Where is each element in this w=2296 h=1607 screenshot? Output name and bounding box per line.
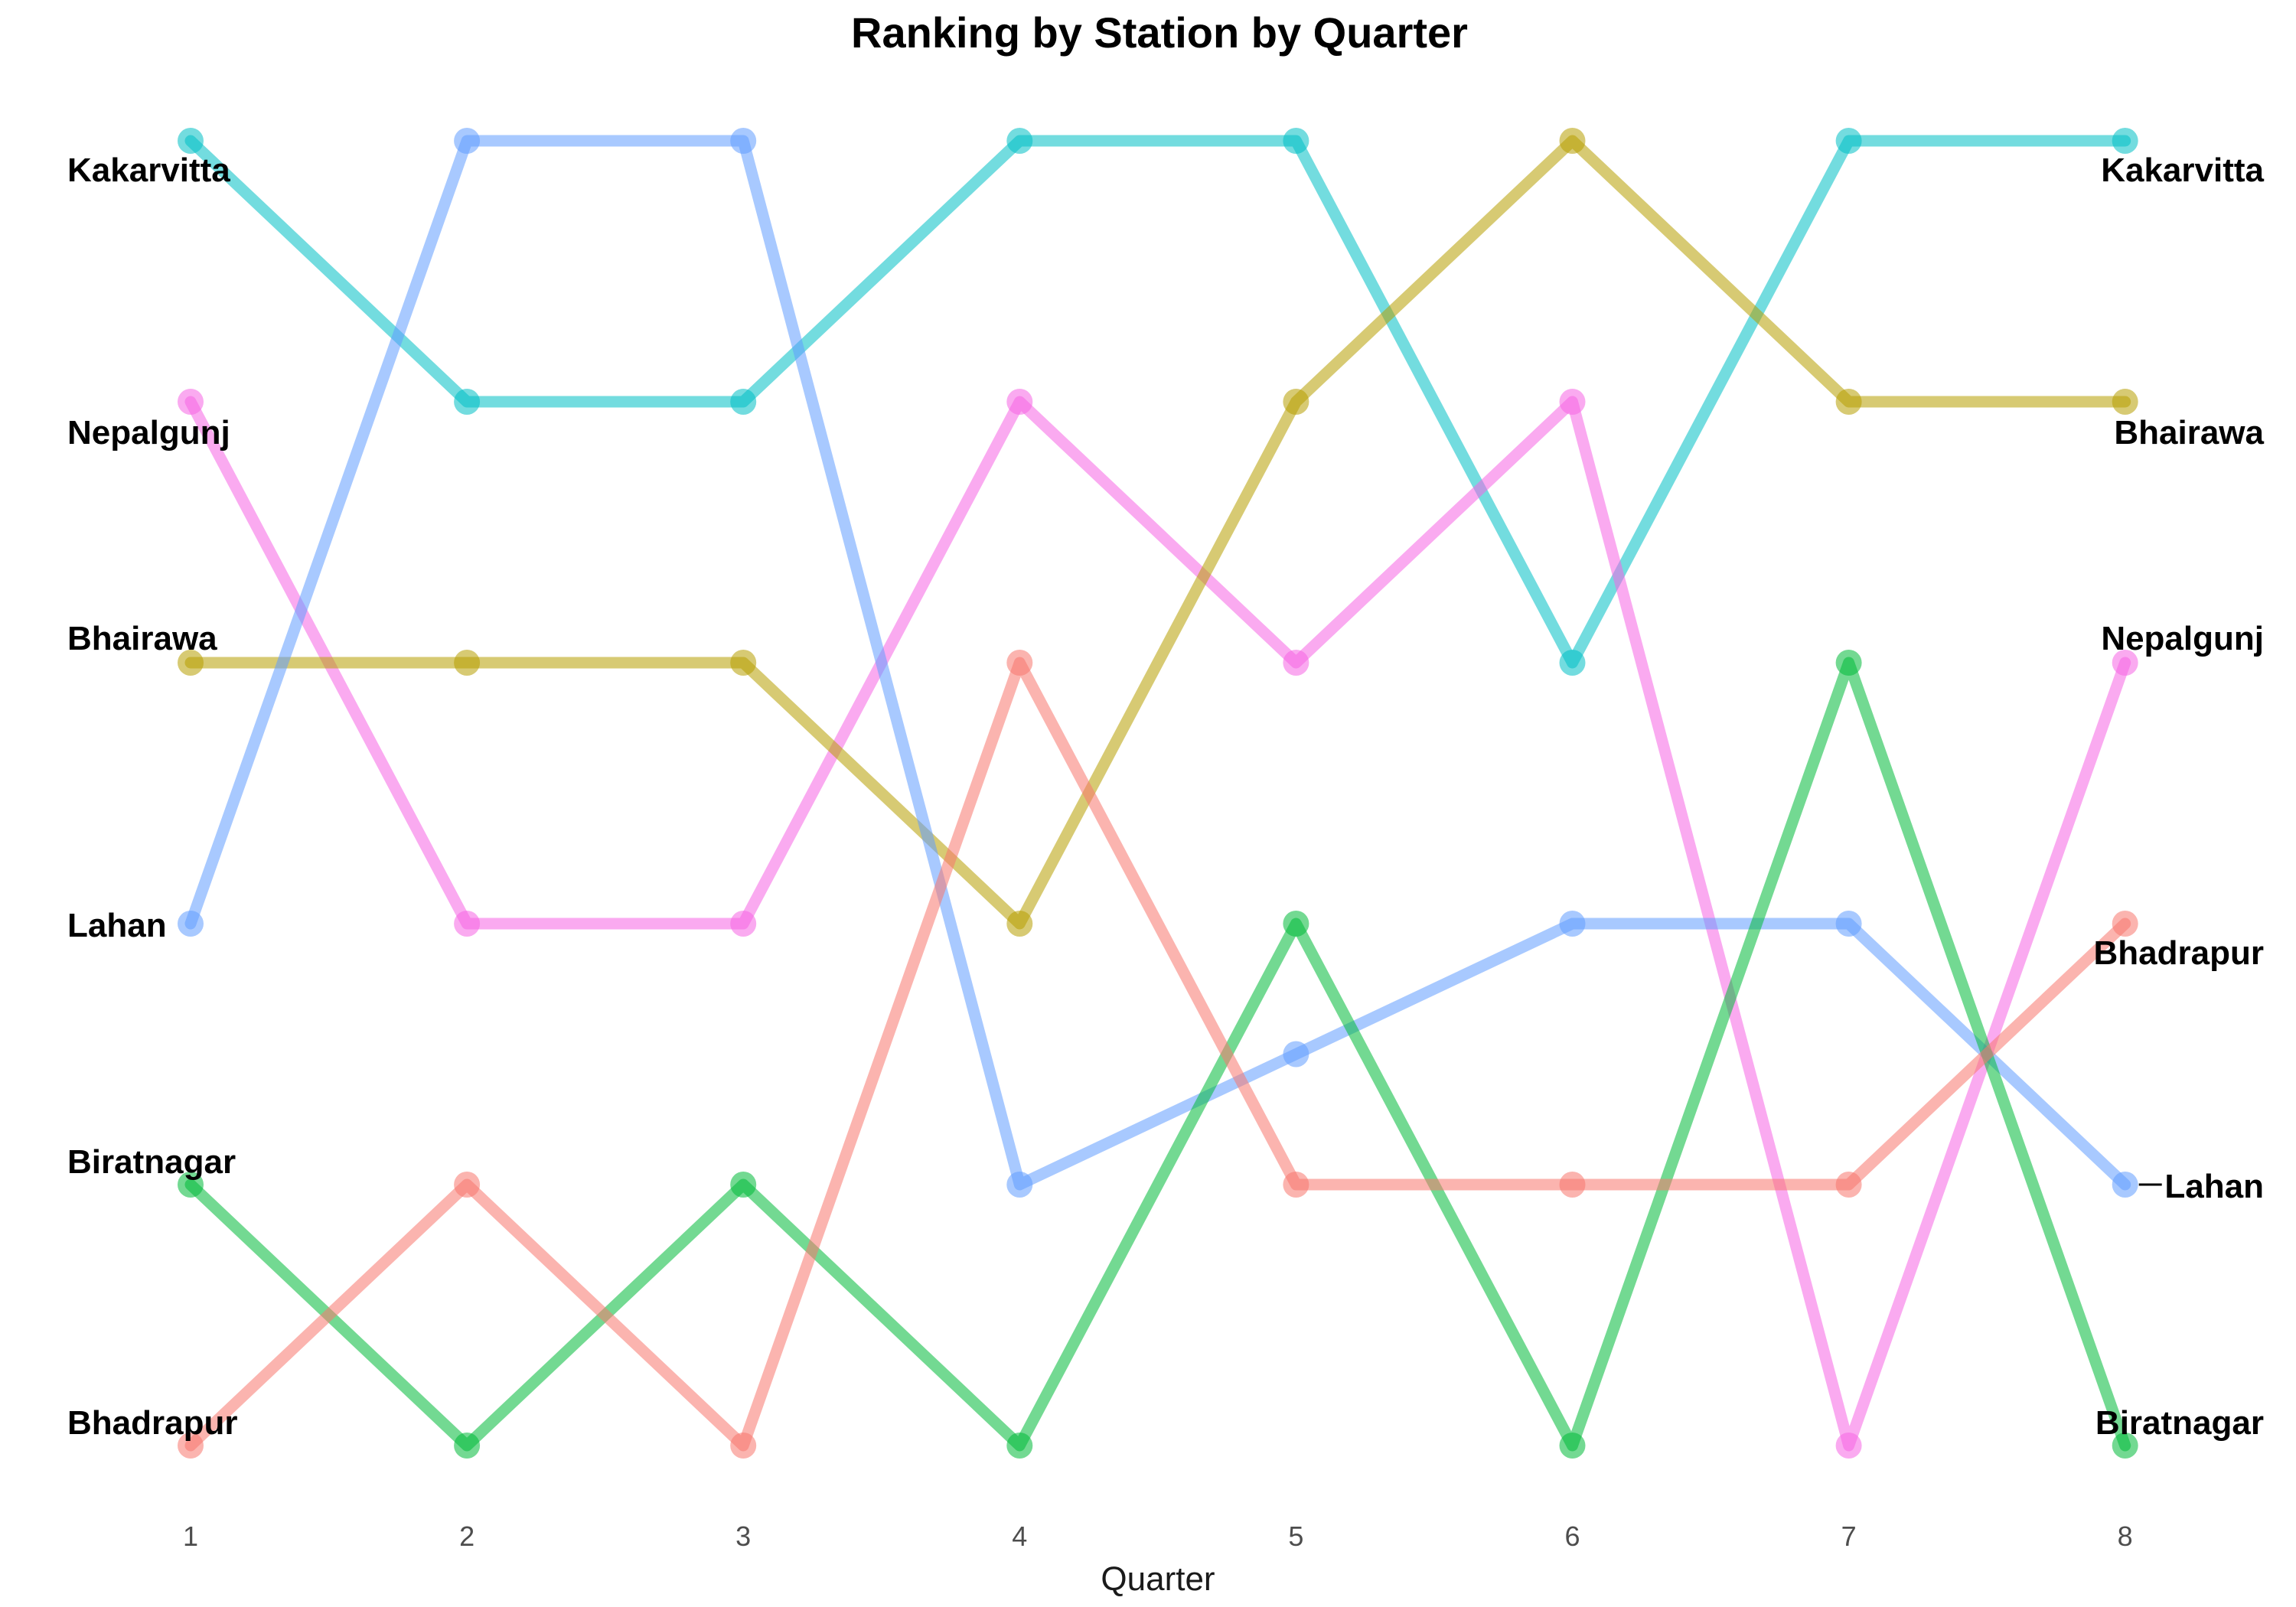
x-tick-label-3: 3 [735,1521,751,1552]
x-tick-label-2: 2 [459,1521,475,1552]
series-kakarvitta [178,128,2138,676]
data-point-bhadrapur-q2 [454,1172,481,1198]
data-point-biratnagar-q3 [730,1172,757,1198]
data-point-bhadrapur-q5 [1283,1172,1309,1198]
right-label-bhadrapur: Bhadrapur [2094,934,2264,972]
data-point-lahan-q5 [1283,1041,1309,1068]
data-point-nepalgunj-q5 [1283,650,1309,676]
data-point-bhadrapur-q8 [2112,911,2138,937]
data-point-bhairawa-q3 [730,650,757,676]
left-label-biratnagar: Biratnagar [67,1143,236,1181]
data-point-nepalgunj-q4 [1006,389,1033,415]
data-point-bhairawa-q6 [1559,128,1586,154]
data-point-bhairawa-q8 [2112,389,2138,415]
left-label-nepalgunj: Nepalgunj [67,414,230,451]
data-point-lahan-q1 [178,911,204,937]
right-label-kakarvitta: Kakarvitta [2101,152,2264,189]
x-tick-label-5: 5 [1288,1521,1303,1552]
series-line-kakarvitta [184,135,2131,669]
data-point-bhadrapur-q1 [178,1433,204,1459]
right-label-lahan: Lahan [2164,1168,2264,1205]
x-tick-label-7: 7 [1841,1521,1857,1552]
data-point-kakarvitta-q3 [730,389,757,415]
data-point-biratnagar-q7 [1835,650,1862,676]
data-point-nepalgunj-q6 [1559,389,1586,415]
data-point-bhairawa-q2 [454,650,481,676]
data-point-lahan-q3 [730,128,757,154]
data-point-bhairawa-q4 [1006,911,1033,937]
data-point-bhairawa-q1 [178,650,204,676]
data-point-kakarvitta-q6 [1559,650,1586,676]
data-point-lahan-q2 [454,128,481,154]
data-point-lahan-q7 [1835,911,1862,937]
left-label-bhadrapur: Bhadrapur [67,1404,237,1442]
data-point-biratnagar-q5 [1283,911,1309,937]
data-point-lahan-q6 [1559,911,1586,937]
data-point-bhairawa-q7 [1835,389,1862,415]
series-line-lahan [184,135,2131,1191]
chart-title: Ranking by Station by Quarter [851,8,1468,57]
data-point-bhadrapur-q4 [1006,650,1033,676]
series-bhadrapur [178,650,2138,1459]
data-point-kakarvitta-q1 [178,128,204,154]
data-point-nepalgunj-q1 [178,389,204,415]
data-point-bhadrapur-q3 [730,1433,757,1459]
data-point-nepalgunj-q2 [454,911,481,937]
series-lahan [178,128,2138,1198]
x-axis-ticks: 1 2 3 4 5 6 7 8 [183,1521,2133,1552]
data-point-lahan-q4 [1006,1172,1033,1198]
data-point-kakarvitta-q7 [1835,128,1862,154]
data-point-kakarvitta-q5 [1283,128,1309,154]
series-line-nepalgunj [184,396,2131,1452]
right-label-biratnagar: Biratnagar [2095,1404,2264,1442]
data-point-biratnagar-q2 [454,1433,481,1459]
data-point-nepalgunj-q3 [730,911,757,937]
data-point-bhadrapur-q7 [1835,1172,1862,1198]
data-point-biratnagar-q8 [2112,1433,2138,1459]
right-label-nepalgunj: Nepalgunj [2101,620,2264,657]
x-tick-label-8: 8 [2118,1521,2133,1552]
series-line-biratnagar [184,657,2131,1452]
data-point-kakarvitta-q4 [1006,128,1033,154]
series-bhairawa [178,128,2138,937]
series-nepalgunj [178,389,2138,1459]
data-point-biratnagar-q4 [1006,1433,1033,1459]
series-layer [178,128,2138,1459]
series-biratnagar [178,650,2138,1459]
left-label-kakarvitta: Kakarvitta [67,152,230,189]
data-point-biratnagar-q6 [1559,1433,1586,1459]
data-point-kakarvitta-q2 [454,389,481,415]
series-line-bhairawa [184,135,2131,930]
x-axis-title: Quarter [1101,1560,1215,1598]
left-label-bhairawa: Bhairawa [67,620,217,657]
x-tick-label-6: 6 [1564,1521,1580,1552]
series-line-bhadrapur [184,657,2131,1452]
x-tick-label-1: 1 [183,1521,198,1552]
right-label-bhairawa: Bhairawa [2114,414,2264,451]
data-point-nepalgunj-q7 [1835,1433,1862,1459]
data-point-bhadrapur-q6 [1559,1172,1586,1198]
x-tick-label-4: 4 [1012,1521,1027,1552]
label-layer: Kakarvitta Nepalgunj Bhairawa Lahan Biratnag… [67,152,2265,1442]
data-point-bhairawa-q5 [1283,389,1309,415]
data-point-nepalgunj-q8 [2112,650,2138,676]
data-point-biratnagar-q1 [178,1172,204,1198]
data-point-kakarvitta-q8 [2112,128,2138,154]
data-point-lahan-q8 [2112,1172,2138,1198]
left-label-lahan: Lahan [67,907,167,944]
